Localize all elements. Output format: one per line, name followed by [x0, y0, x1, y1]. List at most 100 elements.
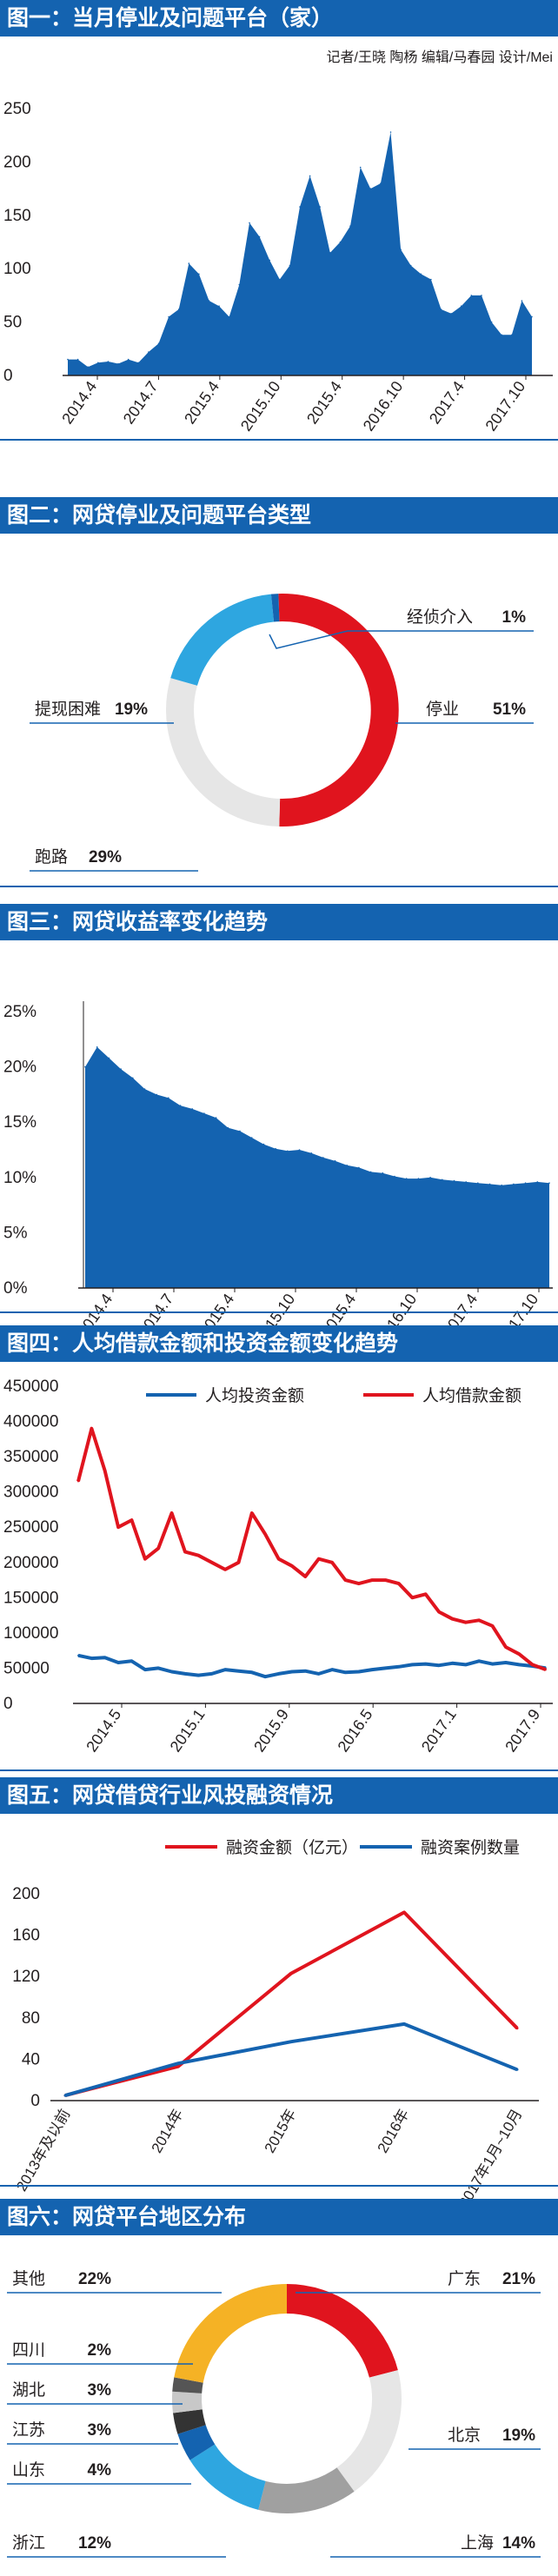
data-label: 22%: [78, 2270, 111, 2288]
data-point: [464, 1621, 467, 1623]
y-tick-label: 200: [3, 153, 31, 171]
data-point: [369, 1171, 372, 1173]
credit-line: 记者/王晓 陶杨 编辑/马春园 设计/Mei: [326, 50, 553, 65]
y-tick-label: 15%: [3, 1113, 37, 1132]
data-point: [108, 1057, 110, 1059]
data-point: [442, 1178, 443, 1181]
data-point: [481, 295, 482, 296]
data-point: [184, 1550, 186, 1553]
data-point: [215, 1117, 217, 1119]
data-point: [405, 1178, 408, 1179]
data-point: [168, 315, 169, 318]
legend-label: 人均借款金额: [422, 1386, 521, 1405]
legend-label: 湖北: [12, 2380, 45, 2400]
data-point: [157, 1547, 160, 1550]
chart-6-title: 图六：网贷平台地区分布: [0, 2199, 558, 2235]
leader-line: [269, 630, 349, 649]
chart-5-title: 图五：网贷借贷行业风投融资情况: [0, 1777, 558, 1814]
data-point: [258, 236, 261, 238]
y-tick-label: 400000: [3, 1413, 58, 1431]
data-point: [208, 300, 210, 302]
data-point: [491, 1624, 494, 1627]
data-label: 14%: [502, 2534, 535, 2553]
y-tick-label: 40: [22, 2050, 40, 2068]
data-point: [289, 264, 291, 267]
data-point: [77, 1480, 79, 1483]
data-point: [524, 1182, 527, 1184]
legend-label: 经侦介入: [407, 607, 473, 627]
data-point: [156, 1093, 157, 1096]
chart-2-title: 图二：网贷停业及问题平台类型: [0, 497, 558, 534]
data-point: [518, 1663, 521, 1666]
data-point: [369, 188, 372, 189]
y-tick-label: 5%: [3, 1224, 28, 1242]
chart-5-svg: 0 40 80 120 160 200 融资金额（亿元） 融资案例数量 2013年及以前 2014…: [0, 1838, 558, 2210]
data-point: [67, 358, 69, 361]
y-tick-label: 300000: [3, 1484, 58, 1502]
legend-label: 融资金额（亿元）: [226, 1838, 358, 1857]
data-point: [440, 309, 442, 310]
data-point: [451, 1662, 454, 1664]
data-point: [84, 1066, 86, 1068]
data-label: 19%: [115, 700, 148, 719]
data-point: [96, 1046, 98, 1048]
data-point: [402, 1910, 406, 1914]
data-point: [117, 1526, 120, 1529]
data-point: [470, 295, 473, 296]
data-point: [239, 1130, 241, 1132]
data-point: [90, 1427, 93, 1430]
series-line: [64, 2022, 518, 2098]
donut-slice: [173, 2408, 206, 2434]
data-point: [511, 334, 513, 336]
data-point: [168, 1097, 169, 1099]
data-point: [397, 1665, 400, 1668]
data-point: [289, 2040, 293, 2043]
data-point: [120, 1068, 122, 1070]
legend-label: 上海: [461, 2533, 494, 2553]
x-tick-label: 2016.5: [335, 1706, 376, 1756]
data-point: [411, 1663, 414, 1666]
legend-label: 跑路: [35, 847, 68, 866]
data-point: [491, 1663, 494, 1665]
data-point: [477, 1182, 479, 1184]
chart-1-svg: 0 50 100 150 200 250 2014.4 2014.7 2015.4 2015.10…: [0, 100, 558, 441]
legend-label: 浙江: [12, 2533, 45, 2553]
data-point: [420, 273, 422, 276]
data-point: [531, 315, 533, 318]
data-point: [176, 2061, 180, 2065]
data-point: [264, 1533, 267, 1536]
data-point: [97, 362, 99, 364]
data-point: [198, 273, 200, 276]
data-point: [218, 305, 220, 308]
area-series: [68, 132, 532, 375]
panel-chart-5: 图五：网贷借贷行业风投融资情况 0 40 80 120 160 200 融资金额（亿元） 融资…: [0, 1777, 558, 2210]
chart-3-title: 图三：网贷收益率变化趋势: [0, 904, 558, 940]
data-point: [184, 1672, 186, 1675]
data-point: [346, 1165, 349, 1166]
data-point: [518, 1653, 521, 1656]
y-tick-label: 200: [12, 1885, 40, 1903]
data-point: [344, 1671, 347, 1674]
data-point: [132, 1077, 134, 1079]
y-tick-label: 100000: [3, 1624, 58, 1643]
data-label: 3%: [88, 2381, 112, 2400]
data-label: 19%: [502, 2427, 535, 2445]
data-point: [157, 1667, 160, 1670]
data-point: [117, 1662, 120, 1663]
data-point: [77, 1654, 79, 1656]
x-tick-label: 2014.5: [83, 1706, 124, 1756]
data-point: [380, 183, 382, 184]
y-tick-label: 20%: [3, 1059, 37, 1077]
data-point: [262, 1143, 265, 1145]
x-tick-label: 2017年1月~10月: [455, 2107, 525, 2211]
legend-label: 四川: [12, 2341, 45, 2360]
data-point: [397, 1583, 400, 1585]
data-point: [382, 1172, 384, 1174]
y-tick-label: 80: [22, 2009, 40, 2028]
data-point: [384, 1667, 387, 1670]
y-tick-label: 10%: [3, 1169, 37, 1187]
data-label: 4%: [88, 2461, 112, 2480]
legend-label: 山东: [12, 2460, 45, 2480]
y-tick-label: 120: [12, 1968, 40, 1986]
x-tick-label: 2014.4: [58, 378, 100, 428]
